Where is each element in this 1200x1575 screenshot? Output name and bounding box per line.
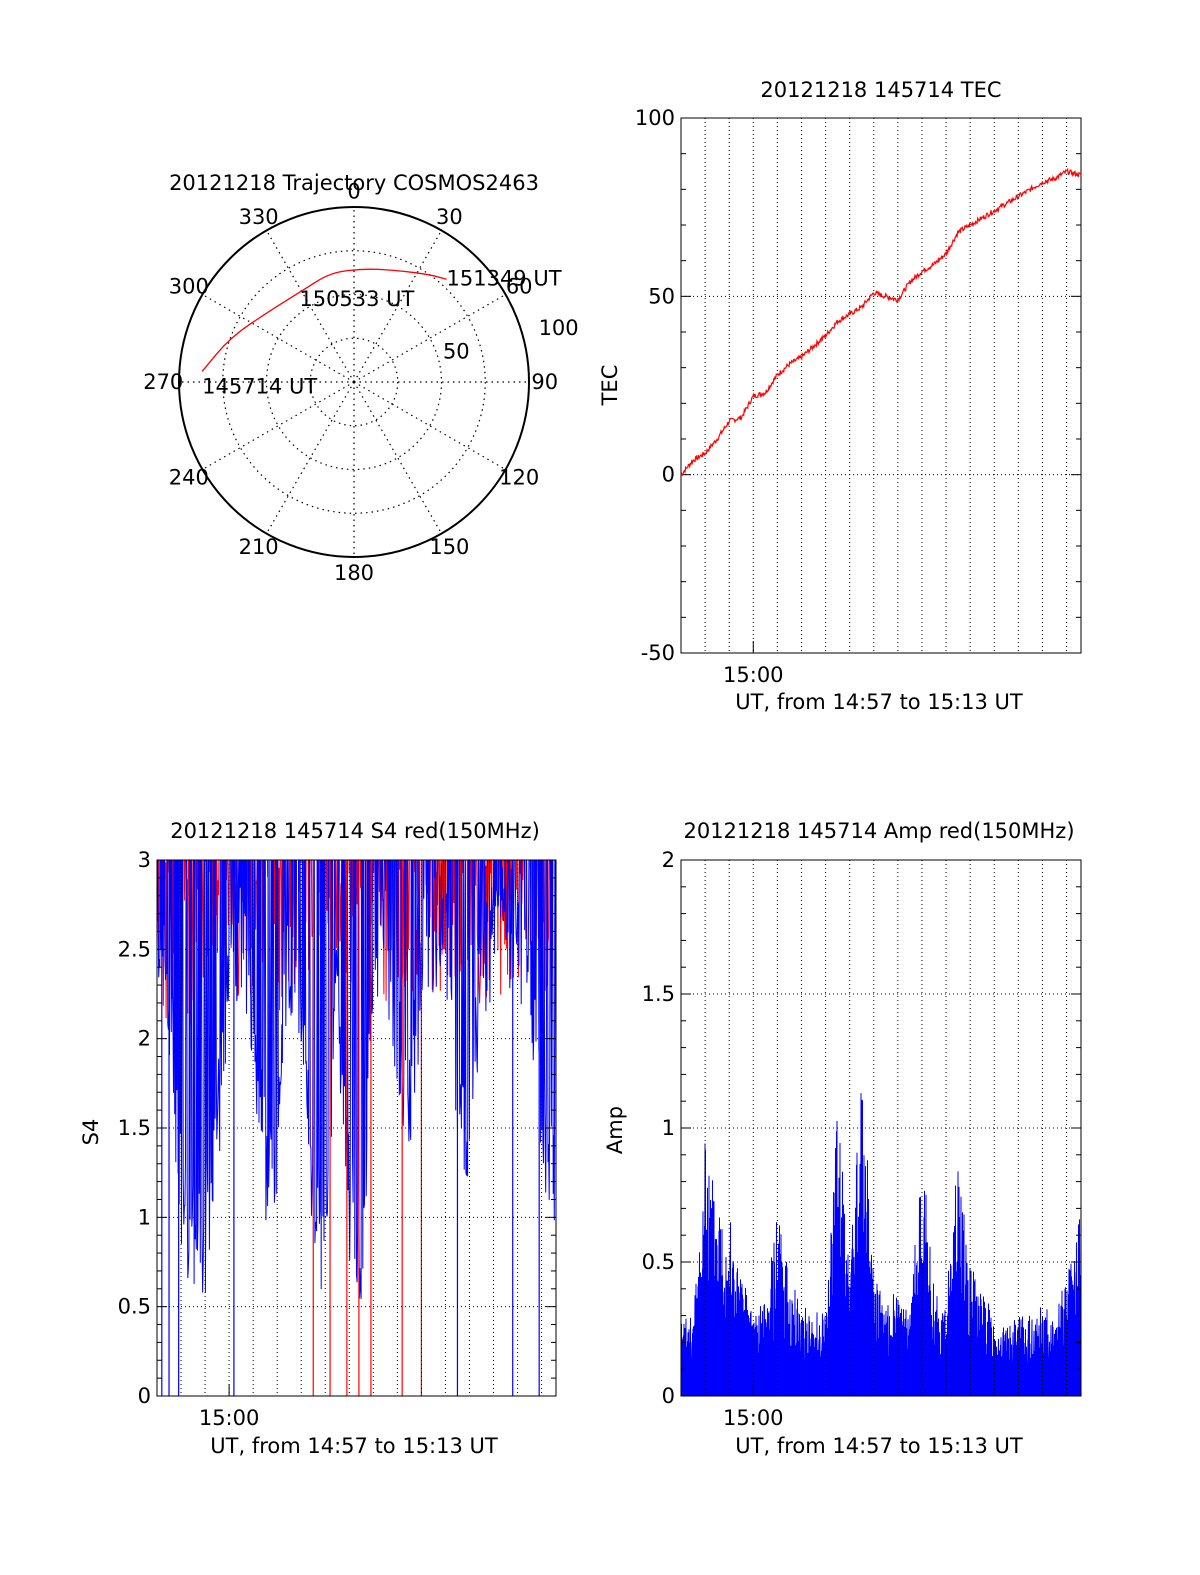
y-tick-label: -50 xyxy=(641,641,675,665)
azimuth-labels: 0 30 60 90 120 150 180 210 240 270 300 330 xyxy=(143,179,558,585)
tec-plot-frame xyxy=(680,117,1082,654)
azimuth-label: 150 xyxy=(429,535,469,559)
x-tick-label: 15:00 xyxy=(723,1406,784,1430)
tec-x-ticks: 15:00 xyxy=(723,641,784,687)
y-tick-label: 2.5 xyxy=(118,937,151,961)
y-tick-label: 1 xyxy=(138,1205,151,1229)
polar-spoke xyxy=(353,381,443,534)
tec-x-axis-label: UT, from 14:57 to 15:13 UT xyxy=(735,690,1023,714)
amp-series xyxy=(680,1093,1082,1397)
radius-labels: 50 100 xyxy=(443,316,579,364)
s4-x-ticks: 15:00 xyxy=(199,1384,260,1430)
amp-y-axis-label: Amp xyxy=(603,1106,627,1154)
azimuth-label: 30 xyxy=(436,205,463,229)
s4-title: 20121218 145714 S4 red(150MHz) xyxy=(170,819,540,843)
polar-ring xyxy=(265,293,443,471)
s4-blue-series xyxy=(157,860,556,1299)
radius-label: 100 xyxy=(539,316,579,340)
azimuth-label: 300 xyxy=(169,275,209,299)
x-tick-label: 15:00 xyxy=(199,1406,260,1430)
s4-series-group xyxy=(157,860,556,1396)
s4-plot: 20121218 145714 S4 red(150MHz) 0 0.5 1 1.5 2… xyxy=(79,819,557,1458)
y-tick-label: 1.5 xyxy=(118,1116,151,1140)
amp-x-axis-label: UT, from 14:57 to 15:13 UT xyxy=(735,1434,1023,1458)
azimuth-label: 330 xyxy=(239,205,279,229)
y-tick-label: 50 xyxy=(648,284,675,308)
s4-x-axis-label: UT, from 14:57 to 15:13 UT xyxy=(210,1434,498,1458)
amp-title: 20121218 145714 Amp red(150MHz) xyxy=(683,819,1074,843)
tec-y-axis-label: TEC xyxy=(598,365,622,407)
y-tick-label: 0.5 xyxy=(118,1295,151,1319)
trajectory-title: 20121218 Trajectory COSMOS2463 xyxy=(169,171,539,195)
y-tick-label: 0 xyxy=(138,1384,151,1408)
y-tick-label: 1 xyxy=(662,1116,675,1140)
s4-grid xyxy=(157,860,556,1396)
polar-ring xyxy=(222,250,486,514)
tec-grid xyxy=(681,118,1081,653)
polar-spoke xyxy=(353,381,506,471)
trajectory-annotation: 150533 UT xyxy=(299,287,414,311)
amp-plot: 20121218 145714 Amp red(150MHz) 0 0.5 1 1.5… xyxy=(603,819,1082,1458)
azimuth-label: 270 xyxy=(143,370,183,394)
tec-y-ticks: -50 0 50 100 xyxy=(635,106,1081,665)
azimuth-label: 60 xyxy=(506,275,533,299)
x-tick-label: 15:00 xyxy=(723,663,784,687)
y-tick-label: 2 xyxy=(662,848,675,872)
polar-outer-circle xyxy=(178,206,530,558)
polar-ring xyxy=(309,337,399,427)
trajectory-annotations: 151349 UT 150533 UT 145714 UT xyxy=(202,266,562,398)
azimuth-label: 0 xyxy=(347,179,360,203)
azimuth-label: 210 xyxy=(239,535,279,559)
amp-data xyxy=(680,1093,1082,1397)
azimuth-label: 120 xyxy=(499,465,539,489)
s4-data xyxy=(157,860,556,1396)
y-tick-label: 0 xyxy=(662,463,675,487)
amp-x-ticks: 15:00 xyxy=(723,1384,784,1430)
radius-label: 50 xyxy=(443,339,470,363)
y-tick-label: 3 xyxy=(138,848,151,872)
trajectory-track xyxy=(201,268,447,372)
azimuth-label: 180 xyxy=(334,561,374,585)
tec-title: 20121218 145714 TEC xyxy=(760,78,1001,102)
azimuth-label: 240 xyxy=(169,465,209,489)
trajectory-plot: 20121218 Trajectory COSMOS2463 0 30 60 90 12… xyxy=(143,171,578,585)
y-tick-label: 0 xyxy=(662,1384,675,1408)
y-tick-label: 2 xyxy=(138,1027,151,1051)
y-tick-label: 0.5 xyxy=(642,1250,675,1274)
trajectory-annotation: 145714 UT xyxy=(202,374,317,398)
y-tick-label: 1.5 xyxy=(642,982,675,1006)
amp-y-ticks: 0 0.5 1 1.5 2 xyxy=(642,848,1081,1408)
s4-y-axis-label: S4 xyxy=(79,1119,103,1146)
polar-grid xyxy=(179,207,529,557)
azimuth-label: 90 xyxy=(531,370,558,394)
polar-spoke xyxy=(265,381,355,534)
amp-grid xyxy=(681,860,1081,1396)
tec-series-line xyxy=(680,167,1082,477)
y-tick-label: 100 xyxy=(635,106,675,130)
s4-y-ticks: 0 0.5 1 1.5 2 2.5 3 xyxy=(118,848,556,1408)
trajectory-annotation: 151349 UT xyxy=(447,266,562,290)
